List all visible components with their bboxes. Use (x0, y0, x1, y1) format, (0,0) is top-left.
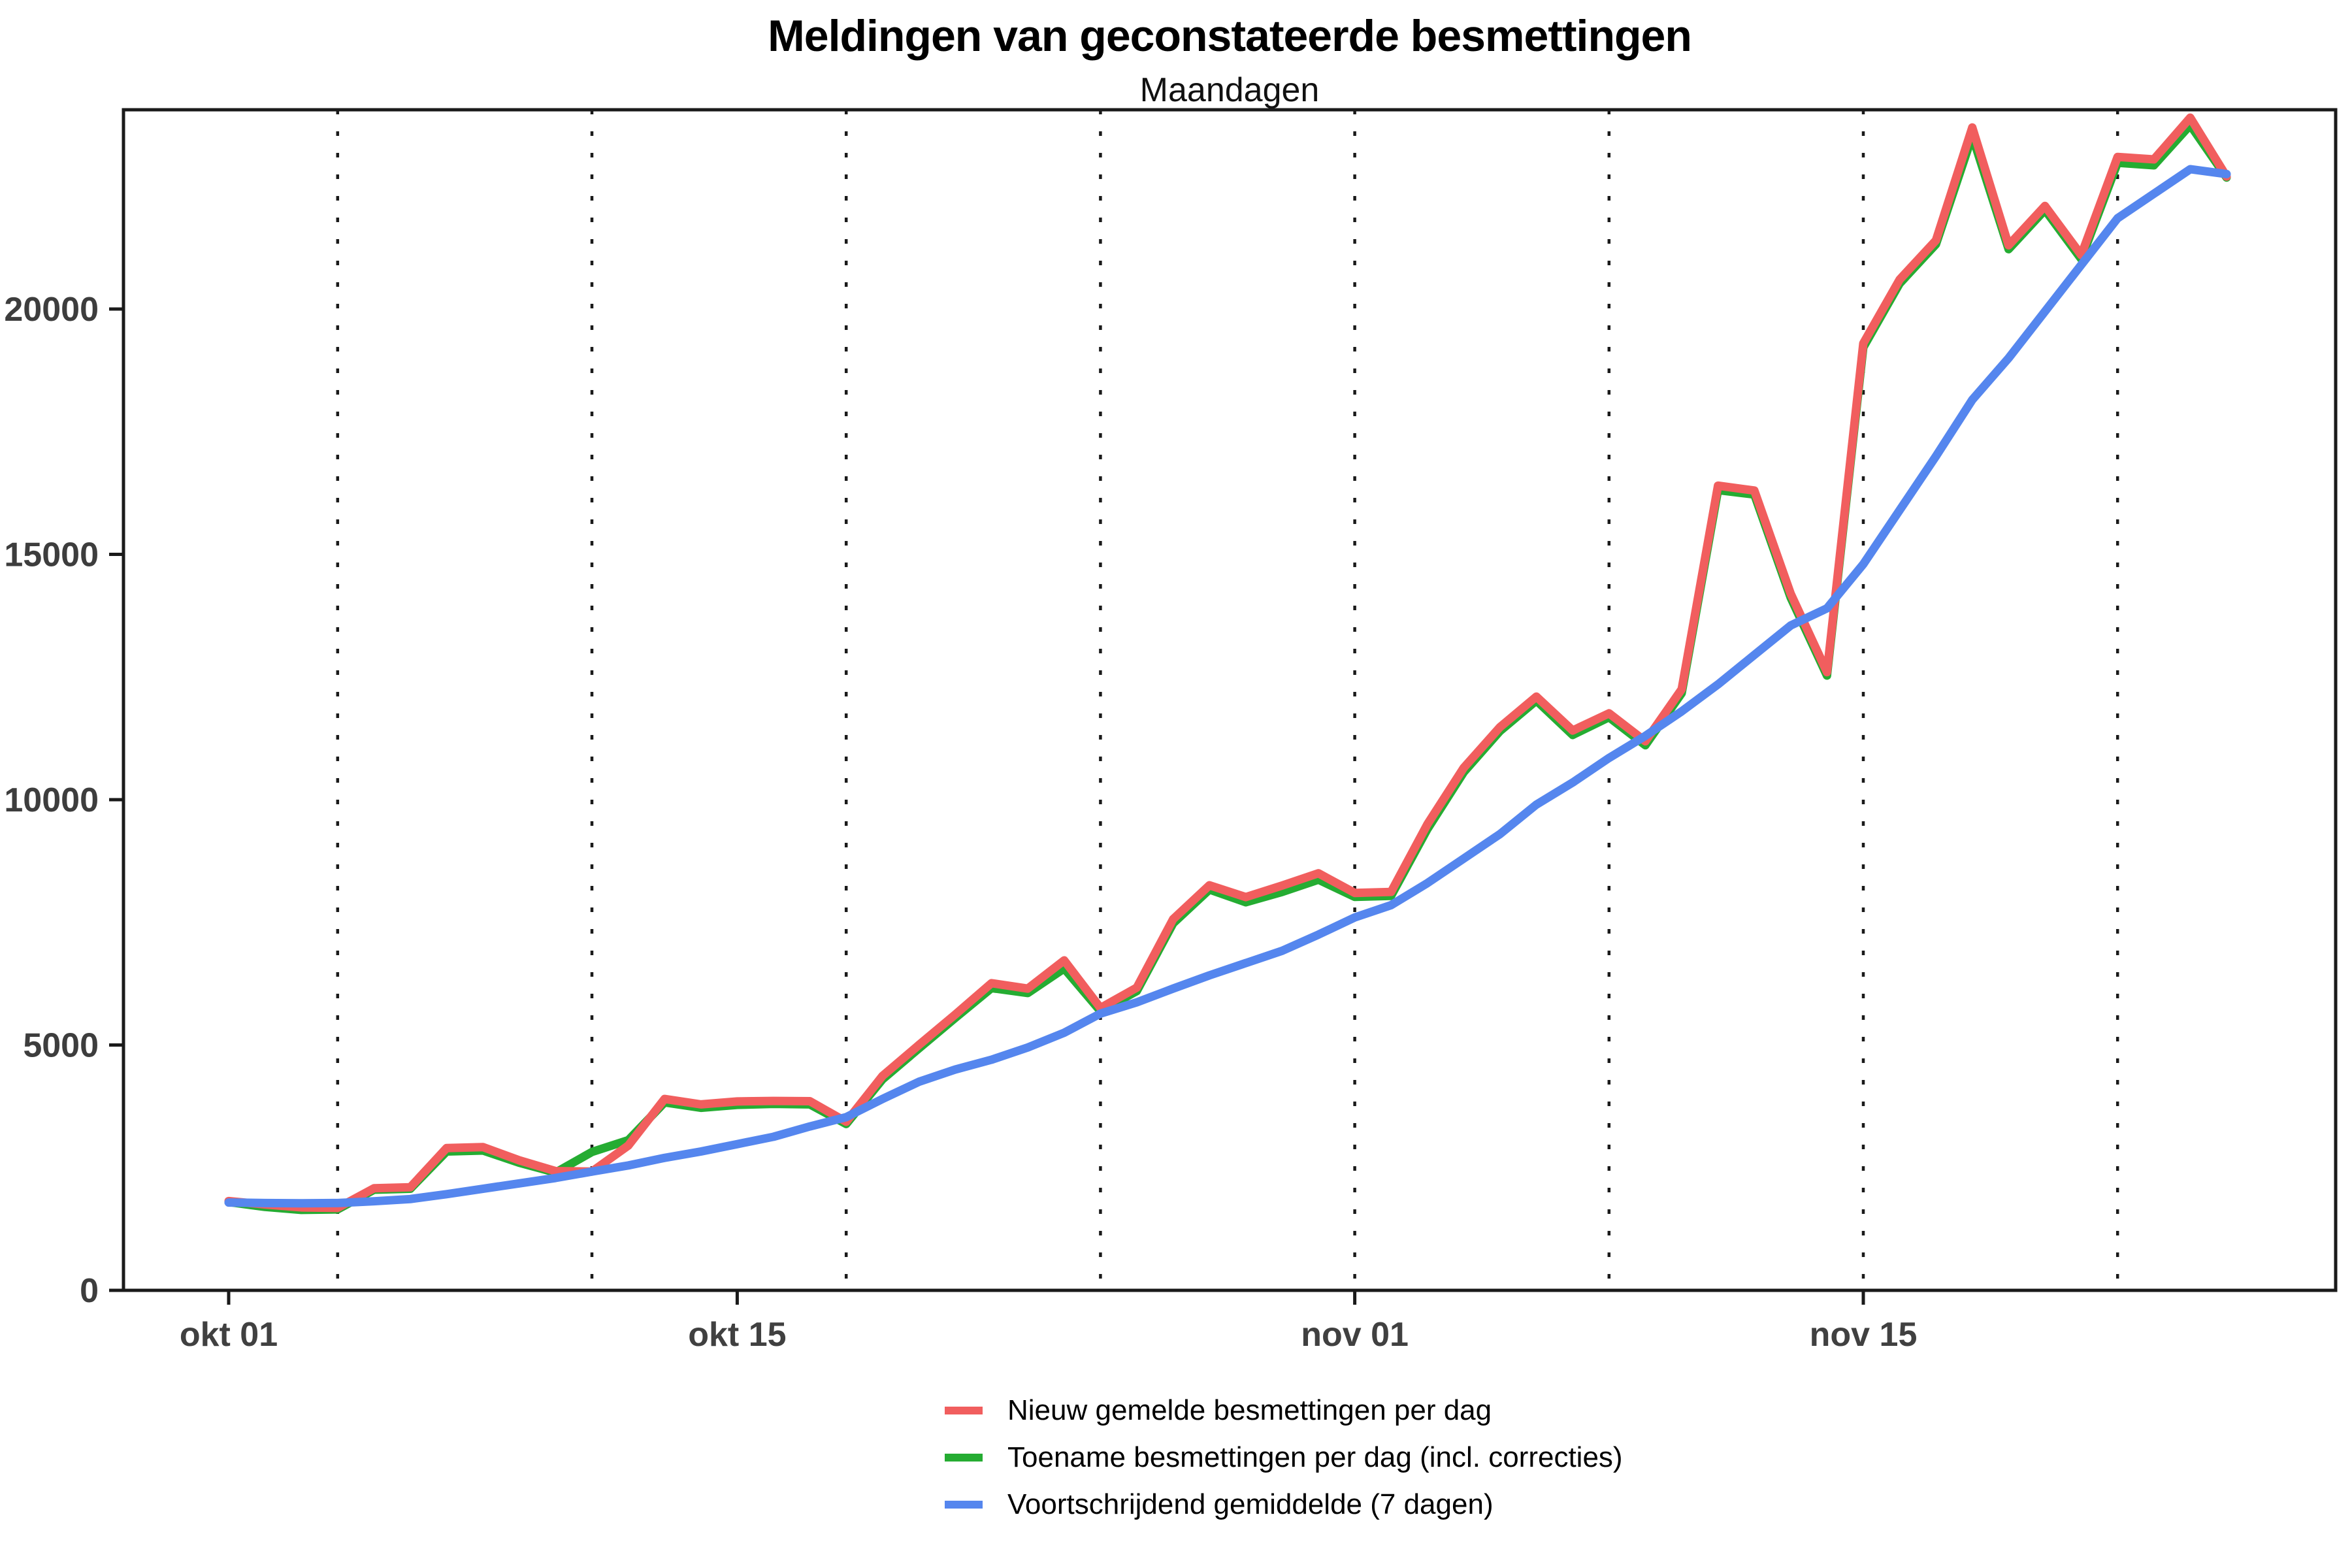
legend-label: Voortschrijdend gemiddelde (7 dagen) (1007, 1488, 1494, 1520)
axis-ticks (109, 307, 1865, 1305)
legend-key-green-line-icon (945, 1454, 983, 1462)
legend-item-new-reports: Nieuw gemelde besmettingen per dag (945, 1394, 1623, 1426)
svg-text:okt 01: okt 01 (180, 1316, 278, 1354)
legend-key-blue-line-icon (945, 1501, 983, 1509)
legend-item-moving-average: Voortschrijdend gemiddelde (7 dagen) (945, 1488, 1623, 1520)
svg-text:nov 01: nov 01 (1301, 1316, 1409, 1354)
chart-subtitle: Maandagen (1139, 71, 1320, 109)
svg-text:10000: 10000 (4, 781, 99, 819)
axis-tick-labels: 0 5000 10000 15000 20000 okt 01 okt 15 nov 01 no… (4, 291, 1917, 1354)
svg-text:nov 15: nov 15 (1810, 1316, 1918, 1354)
svg-text:5000: 5000 (23, 1027, 99, 1065)
svg-text:20000: 20000 (4, 291, 99, 329)
svg-text:0: 0 (80, 1272, 99, 1310)
chart-title: Meldingen van geconstateerde besmettinge… (768, 11, 1692, 61)
legend-key-red-line-icon (945, 1407, 983, 1414)
data-series (224, 113, 2231, 1215)
legend-item-increase-incl-corrections: Toename besmettingen per dag (incl. corr… (945, 1441, 1623, 1473)
legend-label: Toename besmettingen per dag (incl. corr… (1007, 1441, 1623, 1473)
svg-text:okt 15: okt 15 (688, 1316, 786, 1354)
monday-gridlines (336, 110, 2119, 1290)
svg-text:15000: 15000 (4, 536, 99, 574)
panel-border (122, 108, 2338, 1292)
legend-label: Nieuw gemelde besmettingen per dag (1007, 1394, 1492, 1426)
legend: Nieuw gemelde besmettingen per dag Toena… (945, 1394, 1623, 1520)
